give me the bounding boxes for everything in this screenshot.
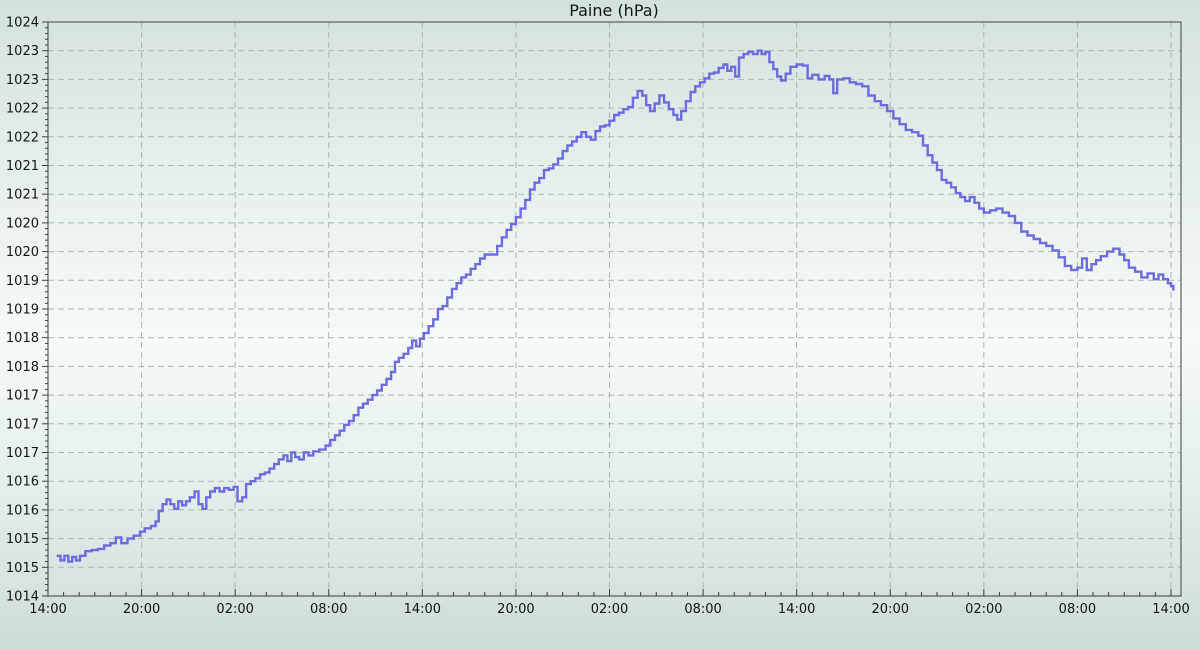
grid-lines [48,22,1181,596]
y-tick-label: 1020 [6,216,39,231]
y-tick-label: 1017 [6,417,39,432]
x-tick-label: 20:00 [123,602,160,617]
y-tick-label: 1017 [6,446,39,461]
y-tick-label: 1024 [6,16,39,31]
plot-border [47,21,1182,597]
x-tick-label: 14:00 [778,602,815,617]
x-tick-label: 20:00 [872,602,909,617]
x-tick-label: 02:00 [216,602,253,617]
y-tick-label: 1020 [6,245,39,260]
axis-ticks [42,21,1172,597]
y-tick-label: 1019 [6,274,39,289]
y-tick-label: 1016 [6,503,39,518]
y-tick-label: 1014 [6,590,39,605]
chart-title: Paine (hPa) [569,1,659,20]
x-tick-label: 14:00 [404,602,441,617]
x-tick-label: 20:00 [497,602,534,617]
y-tick-label: 1021 [6,159,39,174]
y-tick-label: 1015 [6,532,39,547]
axis-tick-labels: 1014 1015 1015 1016 1016 1017 1017 1017 1018 1018… [6,16,1190,618]
y-tick-label: 1022 [6,102,39,117]
x-tick-label: 14:00 [29,602,66,617]
x-tick-label: 08:00 [684,602,721,617]
y-tick-label: 1021 [6,188,39,203]
y-tick-label: 1022 [6,130,39,145]
x-tick-label: 02:00 [965,602,1002,617]
y-tick-label: 1018 [6,360,39,375]
pressure-trace [56,49,1175,563]
y-tick-label: 1023 [6,44,39,59]
y-tick-label: 1023 [6,73,39,88]
y-tick-label: 1018 [6,331,39,346]
x-tick-label: 08:00 [310,602,347,617]
y-tick-label: 1015 [6,561,39,576]
x-tick-label: 08:00 [1059,602,1096,617]
y-tick-label: 1019 [6,303,39,318]
x-tick-label: 14:00 [1152,602,1189,617]
x-tick-label: 02:00 [591,602,628,617]
y-tick-label: 1016 [6,475,39,490]
y-tick-label: 1017 [6,389,39,404]
pressure-line [56,49,1175,563]
